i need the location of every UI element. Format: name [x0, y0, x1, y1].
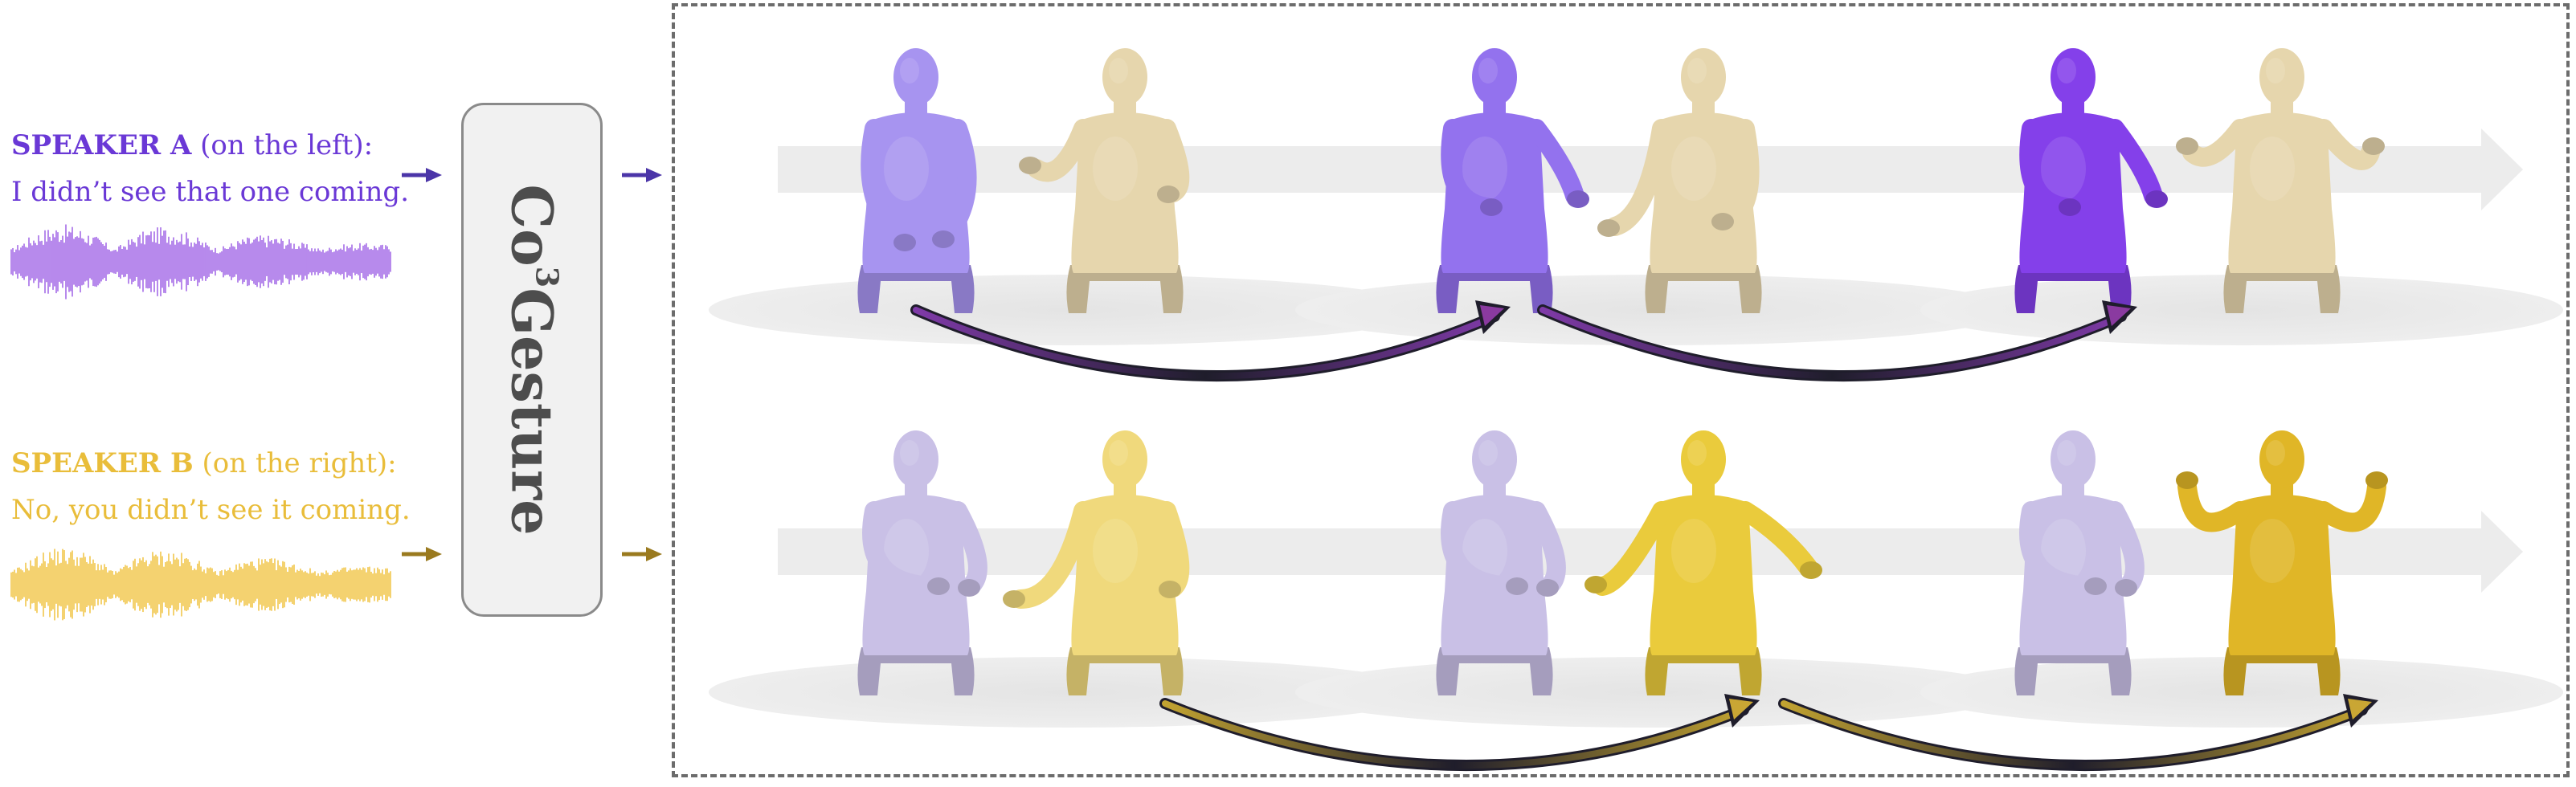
avatar-speaker-a-2-1 [857, 430, 987, 695]
output-frame [672, 3, 2570, 777]
speaker-b-output-arrow-icon [622, 547, 662, 561]
avatar-speaker-b-2-6 [2176, 430, 2388, 695]
speaker-a-utterance: I didn’t see that one coming. [11, 176, 410, 208]
speaker-b-header: SPEAKER B (on the right): [11, 447, 397, 480]
speaker-a-header: SPEAKER A (on the left): [11, 128, 397, 162]
avatar-speaker-b-2-4 [1584, 430, 1822, 695]
speaker-b-name: SPEAKER B [11, 447, 194, 479]
turn-arrow-icon [1159, 694, 1760, 771]
speaker-b-input: SPEAKER B (on the right): No, you didn’t… [11, 447, 411, 527]
speaker-a-name: SPEAKER A [11, 129, 192, 161]
avatar-speaker-b-2-2 [1003, 430, 1190, 695]
speaker-b-utterance: No, you didn’t see it coming. [11, 494, 411, 526]
speaker-b-input-arrow-icon [402, 547, 442, 561]
speaker-b-position: (on the right): [202, 447, 397, 479]
turn-arrow-icon [1537, 300, 2137, 381]
avatar-speaker-a-1-1 [857, 48, 977, 313]
output-row-speaker-a-active [709, 48, 2563, 381]
speaker-b-waveform-icon [10, 548, 391, 621]
avatar-speaker-a-2-5 [2014, 430, 2145, 695]
speaker-a-input: SPEAKER A (on the left): I didn’t see th… [11, 128, 410, 209]
speaker-a-position: (on the left): [200, 129, 374, 161]
avatar-speaker-b-1-6 [2176, 48, 2385, 313]
speaker-a-waveform-icon [10, 224, 391, 300]
avatar-speaker-a-2-3 [1436, 430, 1566, 695]
output-row-speaker-b-active [709, 430, 2563, 771]
turn-arrow-icon [1778, 694, 2378, 771]
avatar-speaker-a-1-5 [2014, 48, 2168, 313]
avatar-speaker-b-1-4 [1597, 48, 1762, 313]
avatar-speaker-b-1-2 [1019, 48, 1190, 313]
avatar-speaker-a-1-3 [1436, 48, 1589, 313]
turn-arrow-icon [910, 300, 1511, 381]
model-box: Co3Gesture [461, 103, 603, 617]
speaker-a-input-arrow-icon [402, 168, 442, 182]
speaker-a-output-arrow-icon [622, 168, 662, 182]
